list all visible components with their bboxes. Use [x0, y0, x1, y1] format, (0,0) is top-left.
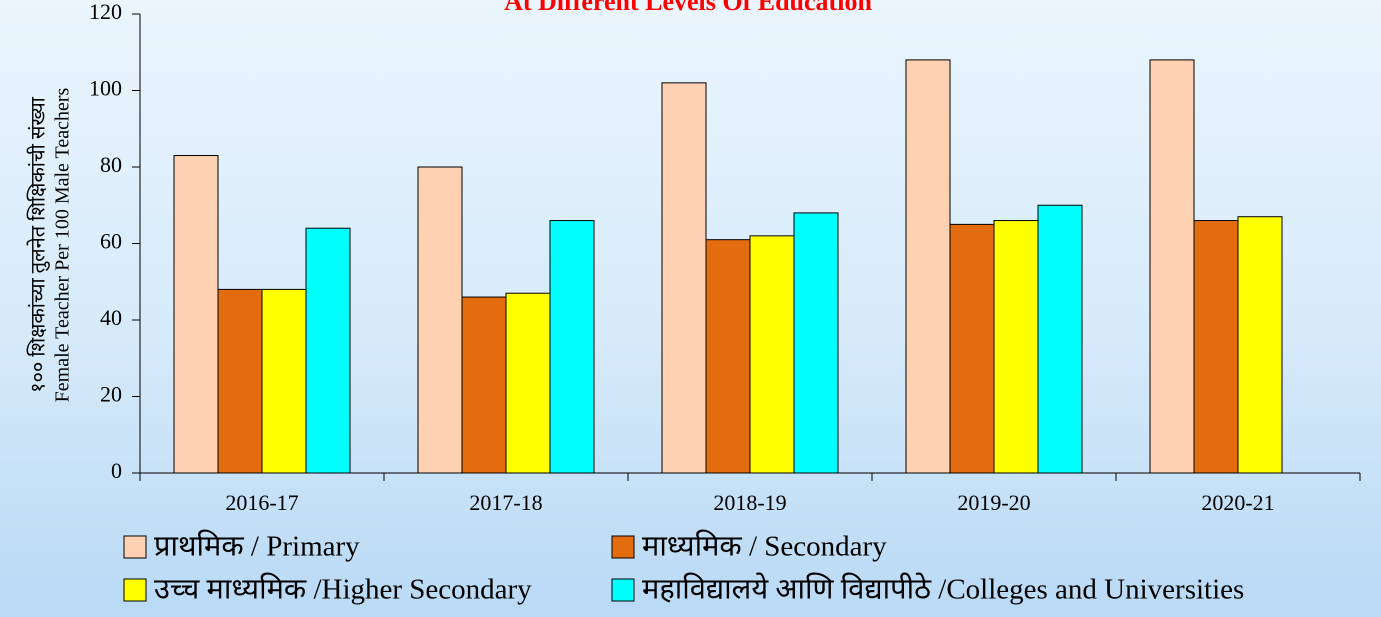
bar: [661, 82, 707, 474]
bar: [1149, 59, 1195, 474]
legend-label: उच्च माध्यमिक /Higher Secondary: [154, 573, 532, 606]
legend-label: महाविद्यालये आणि विद्यापीठे /Colleges an…: [642, 573, 1244, 606]
y-tick-label: 20: [100, 382, 122, 407]
y-tick-label: 100: [89, 76, 122, 101]
bar: [505, 292, 551, 474]
y-tick-label: 60: [100, 229, 122, 254]
bar: [793, 212, 839, 474]
x-tick-label: 2018-19: [713, 490, 786, 515]
bar: [261, 288, 307, 474]
bar: [1037, 204, 1083, 474]
bar: [305, 227, 351, 474]
x-tick-label: 2020-21: [1201, 490, 1274, 515]
legend-swatch: [611, 578, 635, 602]
legend-swatch: [123, 535, 147, 559]
bar: [417, 166, 463, 474]
legend-swatch: [123, 578, 147, 602]
bar: [173, 155, 219, 474]
y-axis-label: १०० शिक्षकांच्या तुलनेत शिक्षिकांची संख्…: [27, 96, 51, 393]
bar: [549, 220, 595, 474]
y-axis-label: Female Teacher Per 100 Male Teachers: [52, 87, 74, 402]
y-tick-label: 40: [100, 305, 122, 330]
legend-label: प्राथमिक / Primary: [154, 530, 360, 563]
bar: [905, 59, 951, 474]
bar: [749, 235, 795, 474]
y-tick-label: 120: [89, 0, 122, 24]
legend-label: माध्यमिक / Secondary: [642, 530, 887, 563]
legend-swatch: [611, 535, 635, 559]
bar: [1237, 216, 1283, 474]
bar: [705, 239, 751, 474]
bar: [217, 288, 263, 474]
bar: [993, 220, 1039, 474]
chart-title: At Different Levels Of Education: [504, 0, 872, 16]
x-tick-label: 2017-18: [469, 490, 542, 515]
y-tick-label: 80: [100, 152, 122, 177]
y-tick-label: 0: [111, 458, 122, 483]
bar: [461, 296, 507, 474]
x-tick-label: 2019-20: [957, 490, 1030, 515]
bar: [949, 223, 995, 474]
x-tick-label: 2016-17: [225, 490, 298, 515]
bar: [1193, 220, 1239, 474]
